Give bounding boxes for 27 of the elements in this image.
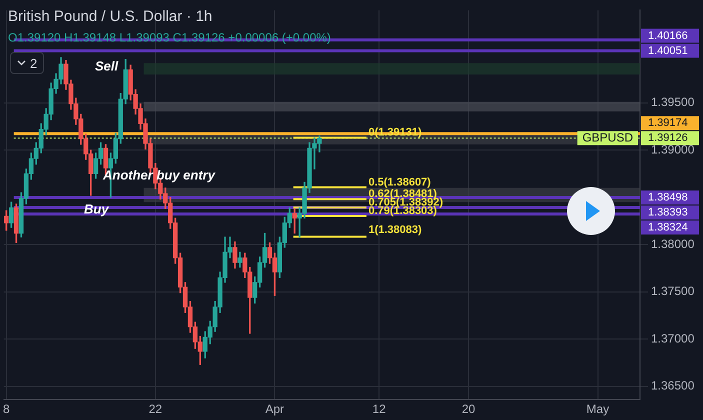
ref-line-label: 1.39126 (648, 132, 688, 144)
y-tick-label: 1.39500 (651, 95, 695, 110)
ref-line-label: 1.40166 (648, 30, 688, 42)
y-tick-label: 1.37500 (651, 284, 695, 298)
ref-line-label: 1.39174 (648, 117, 688, 130)
ref-line-label: 1.38498 (648, 192, 688, 204)
y-tick-label: 1.36500 (651, 378, 695, 393)
annotation: 1(1.38083) (368, 224, 422, 236)
x-tick-label: 22 (148, 402, 162, 416)
annotation: Buy (84, 202, 110, 217)
annotation: 2 (30, 56, 38, 70)
x-tick-label: May (586, 402, 610, 416)
annotation: 0.5(1.38607) (368, 176, 432, 188)
ref-line-label: 1.38324 (648, 222, 688, 234)
annotation: 0.705(1.38392) (368, 196, 444, 209)
ref-line-label: 1.38393 (648, 206, 688, 219)
x-tick-label: Apr (265, 402, 284, 416)
y-tick-label: 1.37000 (651, 331, 695, 346)
annotation: Sell (95, 58, 119, 74)
annotation: GBPUSD (582, 130, 634, 144)
y-tick-label: 1.38000 (651, 236, 695, 251)
x-tick-label: 12 (372, 402, 386, 416)
y-tick-label: 1.39000 (651, 142, 695, 156)
chart-title: British Pound / U.S. Dollar · 1h (8, 8, 212, 26)
x-tick-label: 20 (462, 402, 476, 416)
ref-line-label: 1.40051 (648, 44, 688, 57)
x-tick-label: 8 (2, 402, 10, 416)
